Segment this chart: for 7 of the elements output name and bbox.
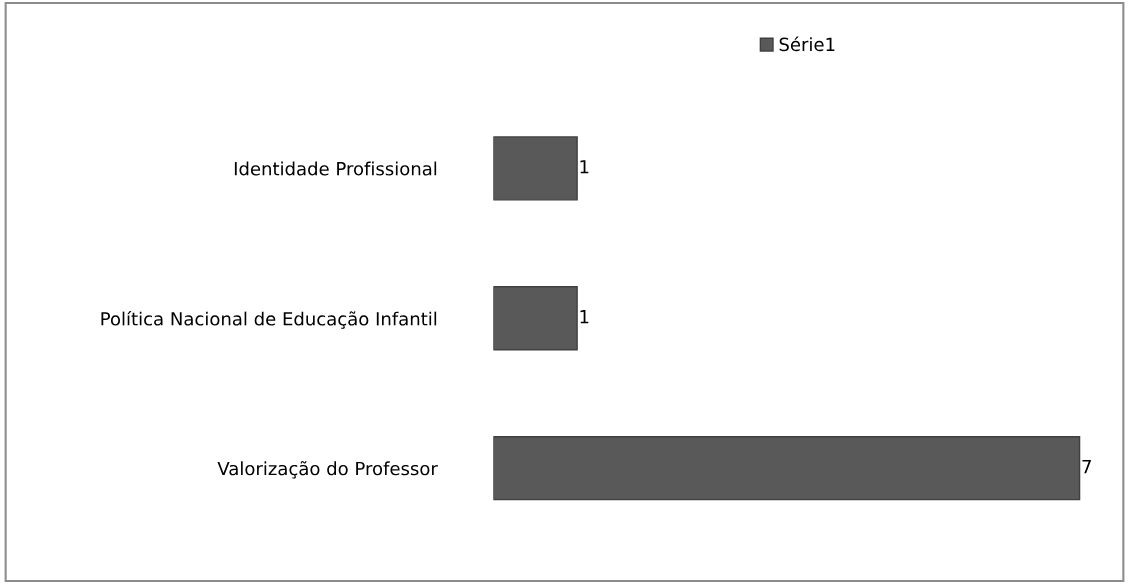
y-tick-label: Política Nacional de Educação Infantil	[101, 310, 437, 329]
data-label: 7	[1082, 459, 1091, 474]
y-tick-label: Identidade Profissional	[234, 161, 437, 176]
legend-label: Série1	[779, 36, 835, 52]
data-label: 1	[580, 310, 589, 324]
data-label: 1	[580, 160, 589, 174]
y-tick-label: Valorização do Professor	[217, 461, 438, 479]
